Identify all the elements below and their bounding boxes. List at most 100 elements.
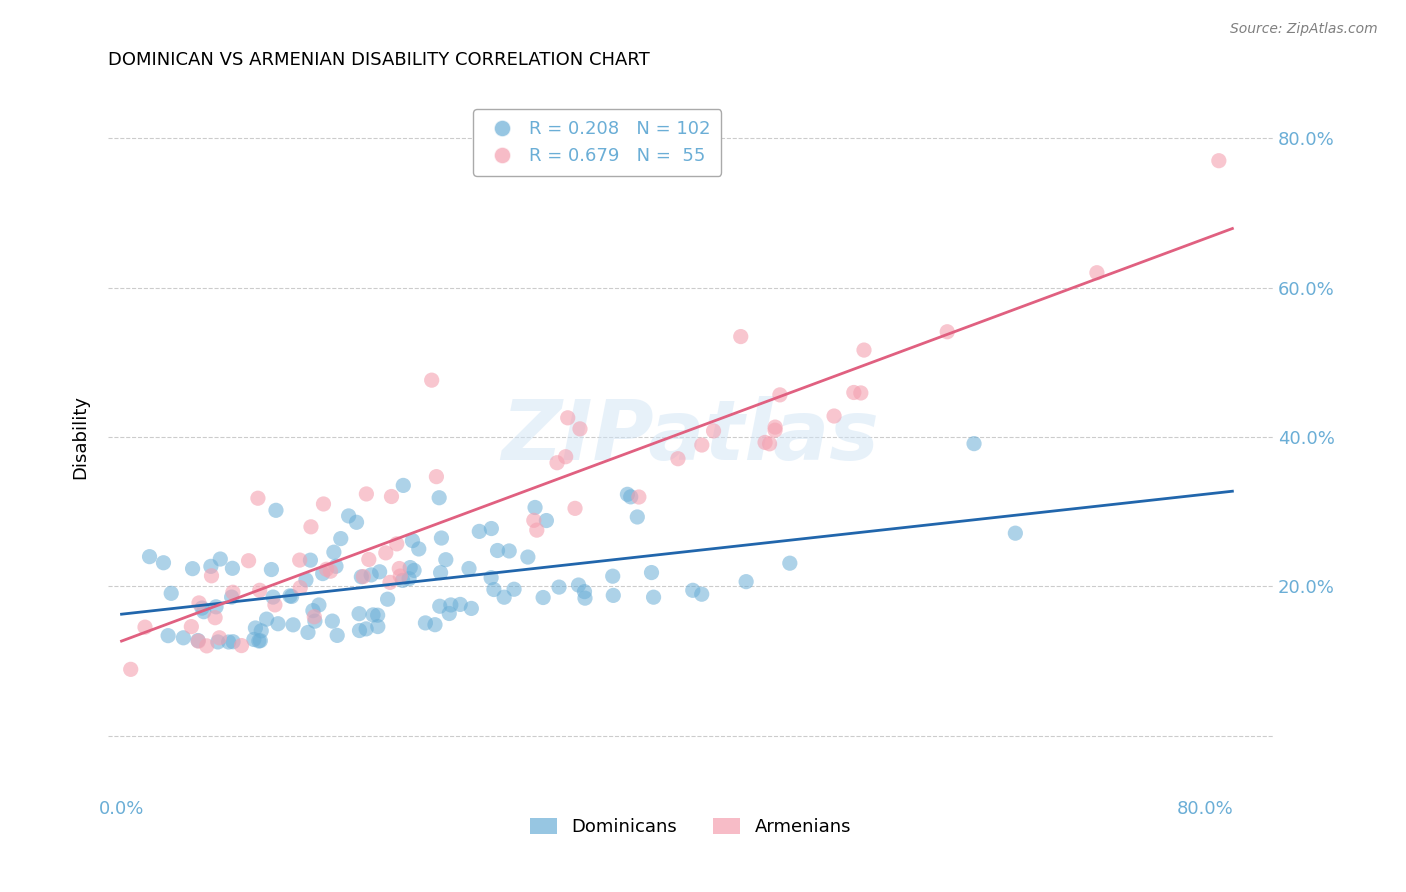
Point <box>503 582 526 597</box>
Y-axis label: Disability: Disability <box>72 395 89 479</box>
Text: Source: ZipAtlas.com: Source: ZipAtlas.com <box>1230 22 1378 37</box>
Point <box>367 619 389 633</box>
Point <box>690 438 713 452</box>
Point <box>222 634 245 648</box>
Point <box>401 533 423 548</box>
Point <box>391 574 413 588</box>
Point <box>302 604 325 618</box>
Point <box>690 587 713 601</box>
Point <box>398 572 420 586</box>
Point <box>567 578 589 592</box>
Point <box>849 386 872 401</box>
Point <box>195 639 218 653</box>
Point <box>200 569 222 583</box>
Point <box>374 546 396 560</box>
Point <box>536 514 558 528</box>
Point <box>479 522 502 536</box>
Point <box>250 624 273 638</box>
Point <box>754 435 776 450</box>
Point <box>399 560 422 574</box>
Legend: Dominicans, Armenians: Dominicans, Armenians <box>523 811 859 844</box>
Point <box>264 598 287 612</box>
Point <box>193 605 215 619</box>
Point <box>1085 266 1108 280</box>
Point <box>329 532 352 546</box>
Point <box>352 569 374 583</box>
Point <box>616 487 638 501</box>
Point <box>415 615 437 630</box>
Point <box>134 620 156 634</box>
Point <box>326 628 349 642</box>
Point <box>602 569 624 583</box>
Point <box>620 490 643 504</box>
Point <box>138 549 160 564</box>
Point <box>356 487 378 501</box>
Point <box>429 599 451 614</box>
Point <box>368 565 391 579</box>
Point <box>205 599 228 614</box>
Point <box>853 343 876 357</box>
Point <box>221 561 243 575</box>
Point <box>249 583 271 598</box>
Point <box>434 552 457 566</box>
Text: ZIPatlas: ZIPatlas <box>502 396 879 477</box>
Point <box>531 591 554 605</box>
Point <box>523 513 546 527</box>
Point <box>703 424 725 438</box>
Point <box>354 622 377 636</box>
Point <box>763 423 786 437</box>
Point <box>262 590 284 604</box>
Point <box>312 497 335 511</box>
Point <box>349 624 371 638</box>
Point <box>682 583 704 598</box>
Point <box>160 586 183 600</box>
Point <box>468 524 491 539</box>
Point <box>388 561 411 575</box>
Point <box>222 585 245 599</box>
Point <box>200 559 222 574</box>
Point <box>256 612 278 626</box>
Point <box>548 580 571 594</box>
Point <box>188 596 211 610</box>
Point <box>357 552 380 566</box>
Point <box>779 556 801 570</box>
Point <box>208 631 231 645</box>
Point <box>247 634 270 648</box>
Point <box>602 588 624 602</box>
Point <box>516 550 538 565</box>
Point <box>936 325 959 339</box>
Point <box>643 590 665 604</box>
Point <box>325 559 347 574</box>
Point <box>420 373 443 387</box>
Point <box>763 420 786 434</box>
Point <box>439 607 461 621</box>
Point <box>1208 153 1230 168</box>
Point <box>337 508 360 523</box>
Point <box>494 591 516 605</box>
Point <box>281 617 304 632</box>
Point <box>191 601 214 615</box>
Point <box>427 491 450 505</box>
Point <box>640 566 662 580</box>
Point <box>769 388 792 402</box>
Point <box>315 562 337 576</box>
Point <box>267 616 290 631</box>
Point <box>574 591 596 606</box>
Point <box>823 409 845 423</box>
Point <box>963 436 986 450</box>
Point <box>482 582 505 597</box>
Point <box>568 422 591 436</box>
Point <box>449 598 471 612</box>
Text: DOMINICAN VS ARMENIAN DISABILITY CORRELATION CHART: DOMINICAN VS ARMENIAN DISABILITY CORRELA… <box>108 51 650 69</box>
Point <box>260 562 283 576</box>
Point <box>299 553 322 567</box>
Point <box>1004 526 1026 541</box>
Point <box>304 614 326 628</box>
Point <box>486 543 509 558</box>
Point <box>290 581 312 595</box>
Point <box>735 574 758 589</box>
Point <box>842 385 865 400</box>
Point <box>460 601 482 615</box>
Point <box>264 503 287 517</box>
Point <box>429 566 451 580</box>
